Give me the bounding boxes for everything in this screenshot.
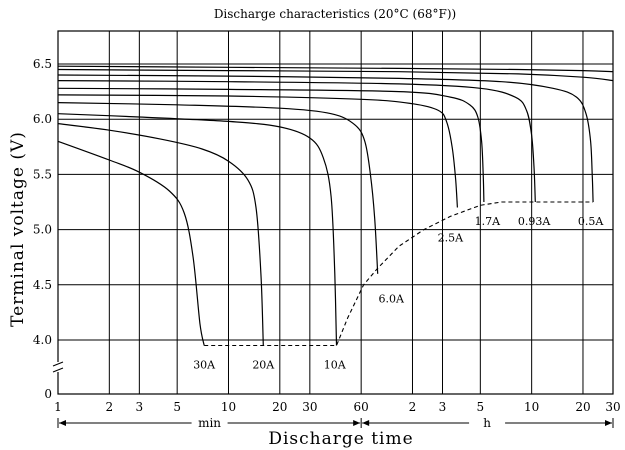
discharge-curve-6_0A bbox=[57, 102, 379, 274]
series-label: 10A bbox=[324, 359, 347, 372]
grid-lines bbox=[57, 31, 614, 395]
y-axis-label: Terminal voltage (V) bbox=[8, 131, 28, 327]
break-gap bbox=[55, 362, 61, 372]
y-tick-label: 5.5 bbox=[33, 167, 52, 181]
discharge-curve-20A bbox=[57, 123, 264, 346]
unit-arrowhead bbox=[605, 420, 612, 426]
series-label: 30A bbox=[193, 359, 216, 372]
series-label: 2.5A bbox=[438, 232, 464, 245]
discharge-curve-1_7A bbox=[57, 87, 485, 203]
y-tick-label: 4.5 bbox=[33, 278, 52, 292]
x-tick-label: 3 bbox=[136, 400, 144, 414]
x-tick-labels: 1 2 3 5 10 20 30 60 2 3 5 10 20 30 bbox=[54, 400, 620, 414]
chart-title: Discharge characteristics (20°C (68°F)) bbox=[214, 7, 456, 21]
x-tick-label: 30 bbox=[302, 400, 317, 414]
series-label: 20A bbox=[252, 359, 275, 372]
x-tick-label: 60 bbox=[354, 400, 369, 414]
unit-arrowhead bbox=[59, 420, 66, 426]
x-tick-label: 2 bbox=[106, 400, 114, 414]
discharge-curve-30A bbox=[57, 140, 205, 346]
discharge-curve-extra-8 bbox=[57, 68, 614, 82]
y-tick-label: 0 bbox=[44, 387, 52, 401]
x-tick-label: 5 bbox=[173, 400, 181, 414]
x-tick-label: 3 bbox=[439, 400, 447, 414]
x-tick-label: 1 bbox=[54, 400, 62, 414]
x-tick-label: 10 bbox=[524, 400, 539, 414]
break-line bbox=[52, 361, 64, 367]
x-tick-label: 20 bbox=[575, 400, 590, 414]
time-unit-label: min bbox=[198, 416, 221, 430]
break-line bbox=[52, 367, 64, 373]
x-tick-label: 20 bbox=[272, 400, 287, 414]
y-axis-break-mark bbox=[52, 361, 64, 373]
x-axis-label: Discharge time bbox=[268, 429, 413, 449]
series-labels: 30A 20A 10A 6.0A 2.5A 1.7A 0.93A 0.5A bbox=[193, 215, 604, 372]
unit-arrowhead bbox=[353, 420, 361, 426]
time-unit-label: h bbox=[483, 416, 491, 430]
discharge-curve-10A bbox=[57, 113, 338, 346]
y-tick-label: 6.5 bbox=[33, 57, 52, 71]
discharge-curve-0_93A bbox=[57, 80, 536, 203]
discharge-curve-extra-9 bbox=[57, 65, 614, 73]
time-unit-arrows: min h bbox=[57, 416, 614, 430]
series-label: 0.93A bbox=[518, 215, 551, 228]
series-label: 0.5A bbox=[578, 215, 604, 228]
discharge-curves bbox=[57, 65, 614, 346]
discharge-curve-0_5A bbox=[57, 74, 594, 203]
x-tick-label: 10 bbox=[221, 400, 236, 414]
x-tick-label: 5 bbox=[477, 400, 485, 414]
x-tick-label: 30 bbox=[605, 400, 620, 414]
unit-arrowhead bbox=[362, 420, 370, 426]
x-tick-label: 2 bbox=[409, 400, 417, 414]
y-tick-labels: 0 4.0 4.5 5.0 5.5 6.0 6.5 bbox=[33, 57, 52, 401]
y-tick-label: 4.0 bbox=[33, 333, 52, 347]
y-tick-label: 6.0 bbox=[33, 112, 52, 126]
discharge-curve-2_5A bbox=[57, 94, 458, 208]
series-label: 6.0A bbox=[378, 292, 404, 305]
series-label: 1.7A bbox=[475, 215, 501, 228]
y-tick-label: 5.0 bbox=[33, 223, 52, 237]
